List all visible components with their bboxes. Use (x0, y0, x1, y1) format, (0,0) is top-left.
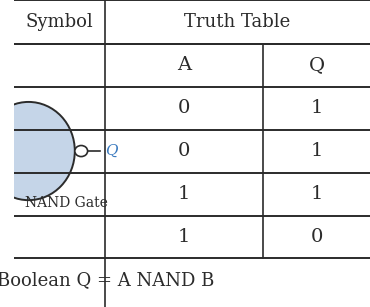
Text: Truth Table: Truth Table (184, 13, 291, 31)
Text: Q: Q (309, 56, 325, 74)
Text: 1: 1 (310, 185, 323, 203)
Text: Boolean Q = A NAND B: Boolean Q = A NAND B (0, 271, 214, 289)
Text: 1: 1 (310, 142, 323, 160)
Text: Q: Q (105, 144, 118, 158)
Text: 0: 0 (178, 99, 190, 117)
Circle shape (75, 146, 88, 157)
Text: 0: 0 (178, 142, 190, 160)
Text: 1: 1 (178, 185, 190, 203)
Text: 1: 1 (178, 228, 190, 246)
Text: A: A (177, 56, 191, 74)
Text: NAND Gate: NAND Gate (25, 196, 108, 210)
Text: 1: 1 (310, 99, 323, 117)
Text: Symbol: Symbol (26, 13, 94, 31)
Text: 0: 0 (310, 228, 323, 246)
Ellipse shape (0, 102, 75, 200)
